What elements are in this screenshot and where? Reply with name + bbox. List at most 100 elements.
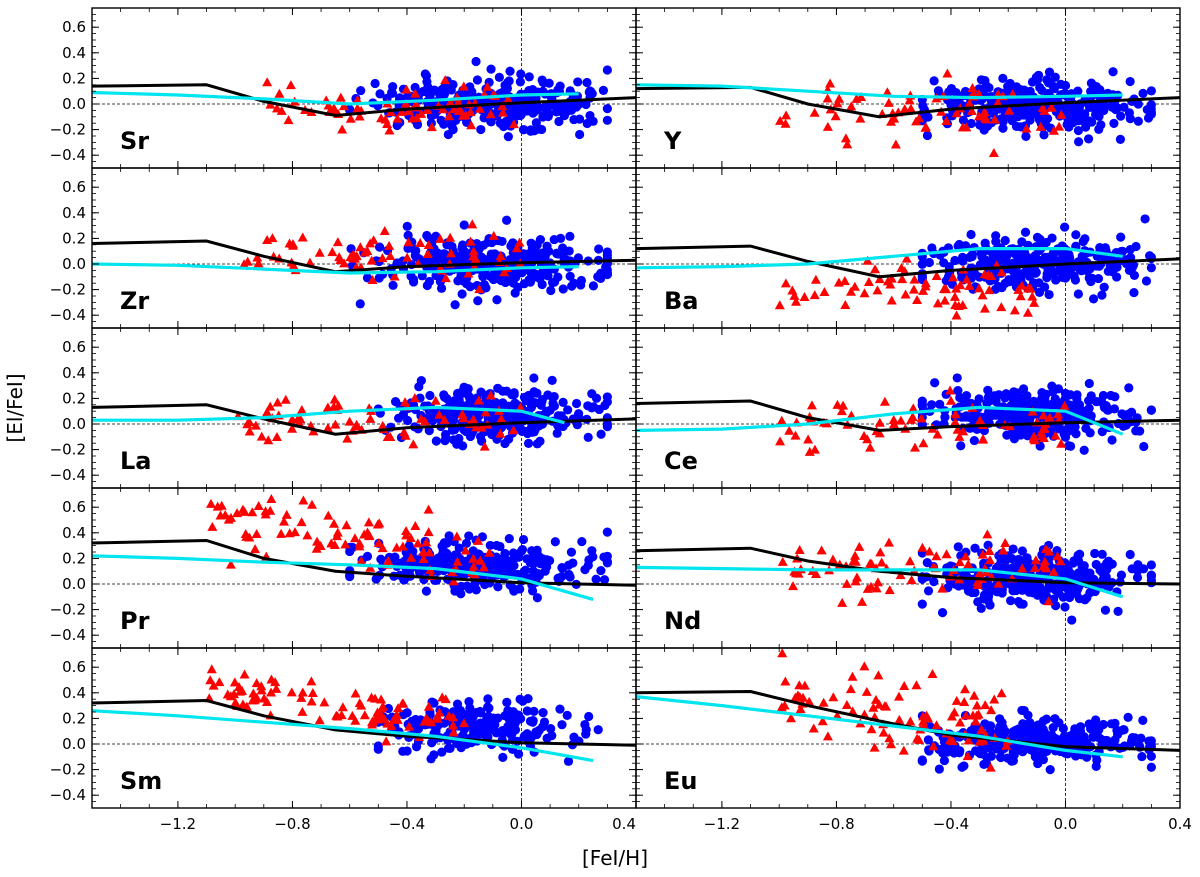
triangle-point <box>914 734 925 744</box>
circle-point <box>1116 232 1126 242</box>
triangle-point <box>950 409 961 419</box>
circle-point <box>355 299 365 309</box>
circle-point <box>978 594 989 604</box>
circle-point <box>402 708 412 718</box>
triangle-point <box>372 519 383 529</box>
circle-point <box>956 441 966 451</box>
triangle-point <box>1023 283 1034 293</box>
triangle-point <box>473 395 484 405</box>
circle-point <box>1087 394 1097 404</box>
circle-point <box>1073 289 1083 299</box>
circle-point <box>923 735 933 745</box>
circle-point <box>1146 86 1156 96</box>
circle-point <box>929 76 939 86</box>
element-label: Y <box>663 127 682 155</box>
triangle-point <box>822 93 833 103</box>
circle-point <box>1049 84 1059 94</box>
triangle-point <box>1029 435 1040 445</box>
circle-point <box>518 125 529 135</box>
triangle-point <box>795 704 806 714</box>
triangle-point <box>465 107 476 117</box>
circle-point <box>433 720 443 730</box>
triangle-point <box>960 710 971 720</box>
circle-point <box>356 85 366 96</box>
circle-point <box>503 434 514 444</box>
triangle-point <box>910 442 921 452</box>
circle-point <box>376 554 386 564</box>
circle-point <box>1146 736 1156 746</box>
triangle-point <box>1001 740 1012 750</box>
circle-point <box>474 243 485 254</box>
circle-point <box>392 258 402 268</box>
circle-point <box>550 537 560 547</box>
circle-point <box>429 750 439 760</box>
panel-sr: −0.4 −0.2 0.0 0.2 0.4 0.6 Sr <box>50 7 637 169</box>
circle-point <box>1059 425 1069 435</box>
triangle-point <box>920 122 931 132</box>
triangle-point <box>870 694 881 704</box>
triangle-point <box>376 703 387 713</box>
circle-point <box>483 694 493 704</box>
triangle-point <box>415 238 426 248</box>
triangle-point <box>351 419 362 429</box>
triangle-point <box>323 510 334 520</box>
triangle-point <box>437 692 448 702</box>
triangle-point <box>841 578 852 588</box>
circle-point <box>464 531 474 541</box>
circle-point <box>1109 118 1119 128</box>
circle-point <box>1068 118 1078 128</box>
circle-point <box>462 581 472 591</box>
triangle-point <box>403 106 414 116</box>
triangle-point <box>777 648 788 658</box>
circle-point <box>1145 251 1155 261</box>
triangle-point <box>253 258 264 268</box>
triangle-point <box>208 680 219 690</box>
triangle-point <box>379 714 390 724</box>
y-tick-label: 0.0 <box>62 415 86 433</box>
circle-point <box>1014 580 1024 590</box>
circle-point <box>392 120 402 131</box>
triangle-point <box>439 414 450 424</box>
triangle-point <box>479 441 490 451</box>
circle-point <box>1102 405 1113 415</box>
triangle-point <box>372 707 383 717</box>
circle-point <box>1025 718 1035 728</box>
triangle-point <box>832 98 843 108</box>
circle-point <box>1125 549 1135 560</box>
circle-point <box>504 533 514 544</box>
triangle-point <box>883 97 894 107</box>
triangle-point <box>508 425 519 435</box>
triangle-point <box>284 238 295 248</box>
triangle-point <box>376 113 387 123</box>
triangle-point <box>790 430 801 440</box>
circle-point <box>1068 729 1078 739</box>
circle-point <box>419 256 429 266</box>
circle-point <box>558 284 568 294</box>
triangle-point <box>865 558 876 568</box>
circle-point <box>457 243 467 253</box>
triangle-point <box>840 300 851 310</box>
triangle-point <box>260 509 271 519</box>
triangle-point <box>840 133 851 143</box>
triangle-point <box>989 114 1000 124</box>
circle-point <box>1016 730 1027 741</box>
triangle-point <box>332 237 343 247</box>
circle-point <box>461 538 472 548</box>
data-points <box>775 373 1156 456</box>
circle-point <box>493 713 503 723</box>
circle-point <box>599 575 610 585</box>
circle-point <box>492 111 502 121</box>
triangle-point <box>912 294 923 304</box>
triangle-point <box>961 122 972 132</box>
circle-point <box>1071 230 1081 240</box>
triangle-point <box>423 504 434 514</box>
circle-point <box>1069 582 1079 592</box>
circle-point <box>1081 122 1091 132</box>
y-tick-label: 0.4 <box>62 204 86 222</box>
element-label: Ba <box>664 287 699 315</box>
triangle-point <box>932 429 943 439</box>
triangle-point <box>421 537 432 547</box>
circle-point <box>986 582 996 593</box>
circle-point <box>1107 435 1117 445</box>
triangle-point <box>392 113 403 123</box>
